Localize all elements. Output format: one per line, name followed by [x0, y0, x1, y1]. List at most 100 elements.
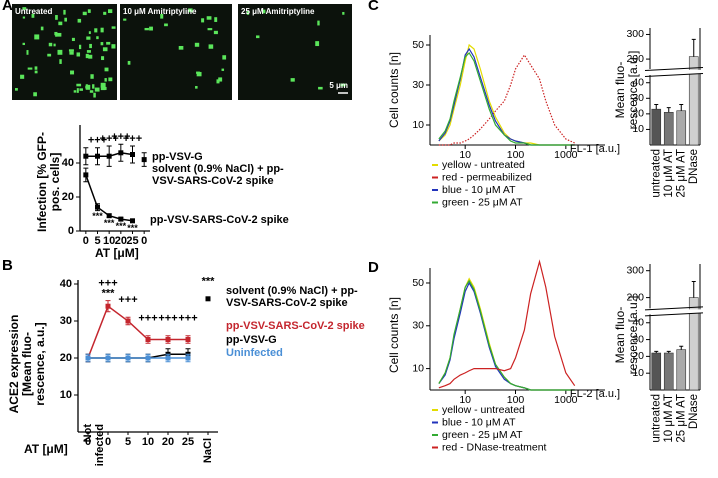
cell: [100, 82, 106, 88]
significance: ***: [102, 288, 116, 300]
x-tick-label: 25 μM AT: [675, 394, 687, 443]
cell: [262, 9, 266, 14]
x-tick-label: DNase: [688, 149, 700, 184]
cell: [102, 47, 108, 52]
bar: [663, 112, 674, 146]
significance: +++: [111, 131, 130, 143]
series-label: solvent (0.9% NaCl) + pp-VSV-SARS-CoV-2 …: [226, 285, 358, 309]
cell: [70, 70, 75, 75]
cell: [94, 28, 98, 33]
marker: [106, 153, 112, 159]
marker: [141, 157, 147, 163]
cell: [206, 16, 212, 20]
marker: [165, 355, 171, 361]
significance: ***: [127, 223, 138, 233]
y-tick-label: 200: [626, 291, 644, 303]
cell: [58, 21, 63, 26]
y-tick-label: 50: [412, 277, 424, 289]
significance: +++: [158, 313, 177, 325]
cell: [63, 9, 66, 15]
y-tick-label: 20: [60, 352, 72, 364]
panel-letter: B: [2, 257, 13, 274]
cell: [20, 74, 25, 79]
marker: [118, 216, 124, 222]
cell: [47, 53, 52, 57]
panel-letter: A: [2, 0, 13, 14]
error-bar: [691, 38, 696, 57]
cell: [208, 44, 214, 49]
cell: [127, 60, 131, 65]
image-label: 10 μM Amitriptyline: [123, 7, 197, 16]
x-tick-label: 25: [182, 436, 194, 448]
error-bar: [679, 104, 684, 111]
cell: [57, 49, 63, 55]
marker: [85, 355, 91, 361]
histogram-line: [438, 279, 575, 391]
cell: [59, 59, 62, 64]
series-label: Uninfected: [226, 347, 283, 359]
cell: [196, 71, 200, 74]
cell: [100, 85, 106, 91]
x-axis-label: FL-1 [a.u.]: [570, 143, 620, 155]
cell: [111, 26, 116, 29]
cell: [214, 17, 218, 22]
marker: [95, 153, 100, 159]
y-axis-label: ACE2 expression [Mean fluo-rescence, a.u…: [7, 314, 47, 414]
micrograph: [120, 4, 232, 100]
cell: [144, 27, 149, 31]
cell: [93, 92, 96, 98]
break-mark: [644, 312, 704, 317]
note: Not infected: [82, 424, 106, 467]
series-label: solvent (0.9% NaCl) + pp-VSV-SARS-CoV-2 …: [152, 163, 284, 187]
legend-label: blue - 10 μM AT: [442, 416, 516, 428]
cell: [94, 87, 100, 92]
y-tick-label: 30: [632, 92, 644, 104]
cell: [340, 83, 346, 87]
cell: [64, 17, 67, 22]
marker: [130, 152, 135, 157]
error-bar: [666, 107, 671, 113]
cell: [31, 13, 35, 18]
cell: [89, 43, 92, 49]
cell: [103, 11, 107, 15]
error-bar: [654, 104, 659, 110]
bar: [651, 108, 662, 146]
y-tick-label: 30: [632, 333, 644, 345]
cell: [213, 30, 218, 35]
x-tick-label: 20: [115, 235, 127, 247]
x-tick-label: 0: [105, 436, 111, 448]
significance: +++: [138, 313, 157, 325]
cell: [34, 66, 38, 70]
y-tick-label: 200: [626, 53, 644, 65]
significance: ***: [116, 221, 127, 231]
y-tick-label: 40: [632, 77, 644, 89]
cell: [15, 88, 18, 91]
x-axis-label: AT [μM]: [95, 246, 139, 260]
cell: [33, 92, 37, 97]
x-tick-label: NaCl: [202, 438, 214, 463]
marker: [145, 337, 151, 342]
cell: [69, 51, 74, 55]
cell: [48, 42, 53, 47]
y-tick-label: 30: [412, 79, 424, 91]
cell: [317, 20, 320, 26]
significance: ***: [92, 211, 103, 221]
marker: [185, 337, 191, 342]
cell: [101, 56, 105, 61]
x-tick-label: 100: [507, 149, 525, 161]
cell: [55, 34, 58, 37]
marker: [145, 355, 151, 361]
bar: [676, 110, 687, 146]
x-tick-label: 10: [103, 235, 115, 247]
cell: [79, 88, 83, 91]
cell: [76, 88, 79, 93]
micrograph: [238, 4, 352, 100]
cell: [194, 42, 200, 47]
cell: [56, 32, 62, 37]
cell: [100, 27, 104, 33]
cell: [86, 36, 91, 40]
cell: [207, 28, 213, 31]
cell: [315, 41, 320, 47]
cell: [178, 45, 184, 50]
cell: [195, 86, 198, 89]
